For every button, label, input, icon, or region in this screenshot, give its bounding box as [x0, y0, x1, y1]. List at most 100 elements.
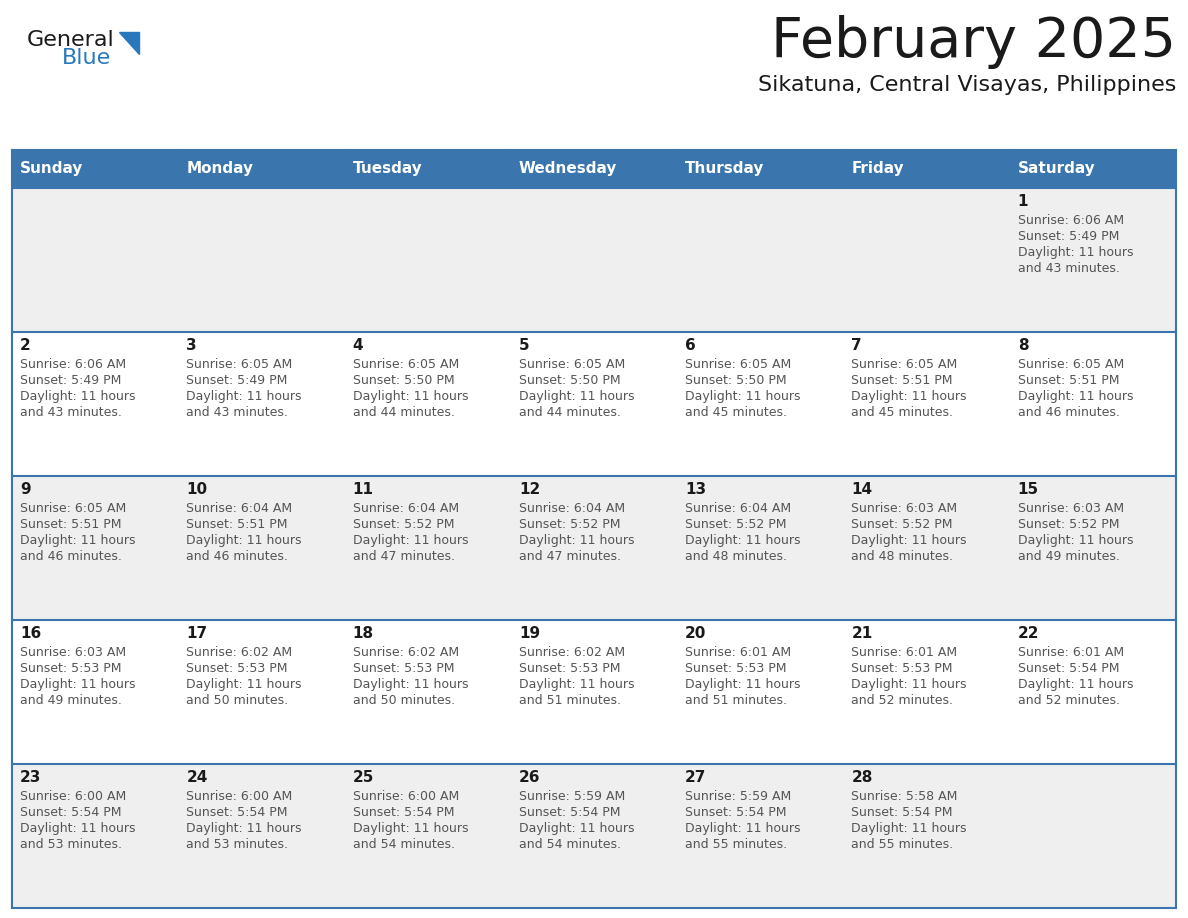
- Text: and 46 minutes.: and 46 minutes.: [1018, 406, 1119, 419]
- Text: and 51 minutes.: and 51 minutes.: [519, 694, 621, 707]
- Bar: [1010, 150, 1176, 188]
- Text: Daylight: 11 hours: Daylight: 11 hours: [852, 534, 967, 547]
- Text: Daylight: 11 hours: Daylight: 11 hours: [519, 390, 634, 403]
- Text: 22: 22: [1018, 626, 1040, 641]
- Text: Sunset: 5:52 PM: Sunset: 5:52 PM: [685, 518, 786, 531]
- Text: Sunrise: 6:04 AM: Sunrise: 6:04 AM: [187, 502, 292, 515]
- Text: Sunset: 5:50 PM: Sunset: 5:50 PM: [353, 374, 454, 387]
- Bar: [12, 332, 1176, 476]
- Text: 13: 13: [685, 482, 707, 497]
- Text: 14: 14: [852, 482, 872, 497]
- Text: 11: 11: [353, 482, 373, 497]
- Text: Sunset: 5:54 PM: Sunset: 5:54 PM: [1018, 662, 1119, 675]
- Text: Sunrise: 6:04 AM: Sunrise: 6:04 AM: [519, 502, 625, 515]
- Text: Sunset: 5:54 PM: Sunset: 5:54 PM: [519, 806, 620, 819]
- Text: 4: 4: [353, 338, 364, 353]
- Text: Sunrise: 6:03 AM: Sunrise: 6:03 AM: [1018, 502, 1124, 515]
- Text: Tuesday: Tuesday: [353, 162, 422, 176]
- Bar: [12, 620, 1176, 764]
- Text: 23: 23: [20, 770, 42, 785]
- Text: Sunrise: 5:58 AM: Sunrise: 5:58 AM: [852, 790, 958, 803]
- Text: Sunset: 5:54 PM: Sunset: 5:54 PM: [187, 806, 287, 819]
- Bar: [12, 476, 1176, 620]
- Text: Sunrise: 6:00 AM: Sunrise: 6:00 AM: [187, 790, 292, 803]
- Text: Daylight: 11 hours: Daylight: 11 hours: [353, 678, 468, 691]
- Text: Daylight: 11 hours: Daylight: 11 hours: [1018, 678, 1133, 691]
- Text: 24: 24: [187, 770, 208, 785]
- Text: Sunset: 5:49 PM: Sunset: 5:49 PM: [20, 374, 121, 387]
- Text: and 53 minutes.: and 53 minutes.: [20, 838, 122, 851]
- Text: Sunset: 5:54 PM: Sunset: 5:54 PM: [20, 806, 121, 819]
- Text: Daylight: 11 hours: Daylight: 11 hours: [187, 822, 302, 835]
- Text: Sunset: 5:51 PM: Sunset: 5:51 PM: [20, 518, 121, 531]
- Text: February 2025: February 2025: [771, 15, 1176, 69]
- Text: Sikatuna, Central Visayas, Philippines: Sikatuna, Central Visayas, Philippines: [758, 75, 1176, 95]
- Text: 2: 2: [20, 338, 31, 353]
- Text: Sunrise: 5:59 AM: Sunrise: 5:59 AM: [685, 790, 791, 803]
- Text: Daylight: 11 hours: Daylight: 11 hours: [519, 822, 634, 835]
- Text: and 51 minutes.: and 51 minutes.: [685, 694, 788, 707]
- Text: Blue: Blue: [62, 48, 112, 68]
- Text: Thursday: Thursday: [685, 162, 765, 176]
- Text: Daylight: 11 hours: Daylight: 11 hours: [187, 390, 302, 403]
- Text: Sunrise: 6:06 AM: Sunrise: 6:06 AM: [1018, 214, 1124, 227]
- Text: Sunset: 5:52 PM: Sunset: 5:52 PM: [1018, 518, 1119, 531]
- Text: Daylight: 11 hours: Daylight: 11 hours: [353, 534, 468, 547]
- Text: 1: 1: [1018, 194, 1029, 209]
- Text: and 46 minutes.: and 46 minutes.: [187, 550, 289, 563]
- Text: Sunrise: 6:01 AM: Sunrise: 6:01 AM: [1018, 646, 1124, 659]
- Text: 3: 3: [187, 338, 197, 353]
- Text: Daylight: 11 hours: Daylight: 11 hours: [519, 678, 634, 691]
- Bar: [511, 150, 677, 188]
- Text: Sunrise: 6:05 AM: Sunrise: 6:05 AM: [519, 358, 625, 371]
- Text: Sunrise: 6:04 AM: Sunrise: 6:04 AM: [353, 502, 459, 515]
- Text: Daylight: 11 hours: Daylight: 11 hours: [1018, 534, 1133, 547]
- Text: Wednesday: Wednesday: [519, 162, 618, 176]
- Text: Daylight: 11 hours: Daylight: 11 hours: [353, 390, 468, 403]
- Text: Sunrise: 6:05 AM: Sunrise: 6:05 AM: [1018, 358, 1124, 371]
- Text: 28: 28: [852, 770, 873, 785]
- Text: and 47 minutes.: and 47 minutes.: [519, 550, 621, 563]
- Text: Sunset: 5:54 PM: Sunset: 5:54 PM: [353, 806, 454, 819]
- Text: Sunrise: 6:03 AM: Sunrise: 6:03 AM: [20, 646, 126, 659]
- Text: Sunset: 5:52 PM: Sunset: 5:52 PM: [519, 518, 620, 531]
- Text: and 54 minutes.: and 54 minutes.: [353, 838, 455, 851]
- Text: Daylight: 11 hours: Daylight: 11 hours: [20, 390, 135, 403]
- Text: and 45 minutes.: and 45 minutes.: [852, 406, 954, 419]
- Text: Sunrise: 6:02 AM: Sunrise: 6:02 AM: [353, 646, 459, 659]
- Text: Sunrise: 6:05 AM: Sunrise: 6:05 AM: [852, 358, 958, 371]
- Text: Sunrise: 6:04 AM: Sunrise: 6:04 AM: [685, 502, 791, 515]
- Text: Sunrise: 6:02 AM: Sunrise: 6:02 AM: [519, 646, 625, 659]
- Text: and 43 minutes.: and 43 minutes.: [187, 406, 289, 419]
- Text: Daylight: 11 hours: Daylight: 11 hours: [685, 822, 801, 835]
- Text: Sunday: Sunday: [20, 162, 83, 176]
- Text: Sunset: 5:50 PM: Sunset: 5:50 PM: [685, 374, 786, 387]
- Text: Sunset: 5:53 PM: Sunset: 5:53 PM: [353, 662, 454, 675]
- Text: Daylight: 11 hours: Daylight: 11 hours: [1018, 390, 1133, 403]
- Bar: [677, 150, 843, 188]
- Text: Daylight: 11 hours: Daylight: 11 hours: [852, 678, 967, 691]
- Text: Sunset: 5:53 PM: Sunset: 5:53 PM: [187, 662, 287, 675]
- Text: Sunset: 5:49 PM: Sunset: 5:49 PM: [187, 374, 287, 387]
- Text: and 45 minutes.: and 45 minutes.: [685, 406, 788, 419]
- Text: Sunset: 5:52 PM: Sunset: 5:52 PM: [353, 518, 454, 531]
- Text: Daylight: 11 hours: Daylight: 11 hours: [519, 534, 634, 547]
- Text: Sunrise: 6:01 AM: Sunrise: 6:01 AM: [852, 646, 958, 659]
- Text: and 43 minutes.: and 43 minutes.: [1018, 262, 1119, 275]
- Text: 15: 15: [1018, 482, 1038, 497]
- Text: Daylight: 11 hours: Daylight: 11 hours: [20, 678, 135, 691]
- Text: Sunrise: 6:05 AM: Sunrise: 6:05 AM: [353, 358, 459, 371]
- Text: Sunrise: 6:05 AM: Sunrise: 6:05 AM: [187, 358, 292, 371]
- Text: and 50 minutes.: and 50 minutes.: [353, 694, 455, 707]
- Text: and 52 minutes.: and 52 minutes.: [852, 694, 954, 707]
- Text: Sunset: 5:51 PM: Sunset: 5:51 PM: [1018, 374, 1119, 387]
- Text: Sunset: 5:54 PM: Sunset: 5:54 PM: [685, 806, 786, 819]
- Text: 17: 17: [187, 626, 208, 641]
- Bar: [843, 150, 1010, 188]
- Text: Sunset: 5:53 PM: Sunset: 5:53 PM: [519, 662, 620, 675]
- Text: and 44 minutes.: and 44 minutes.: [353, 406, 455, 419]
- Text: Sunset: 5:53 PM: Sunset: 5:53 PM: [20, 662, 121, 675]
- Text: 18: 18: [353, 626, 374, 641]
- Text: and 54 minutes.: and 54 minutes.: [519, 838, 621, 851]
- Text: 12: 12: [519, 482, 541, 497]
